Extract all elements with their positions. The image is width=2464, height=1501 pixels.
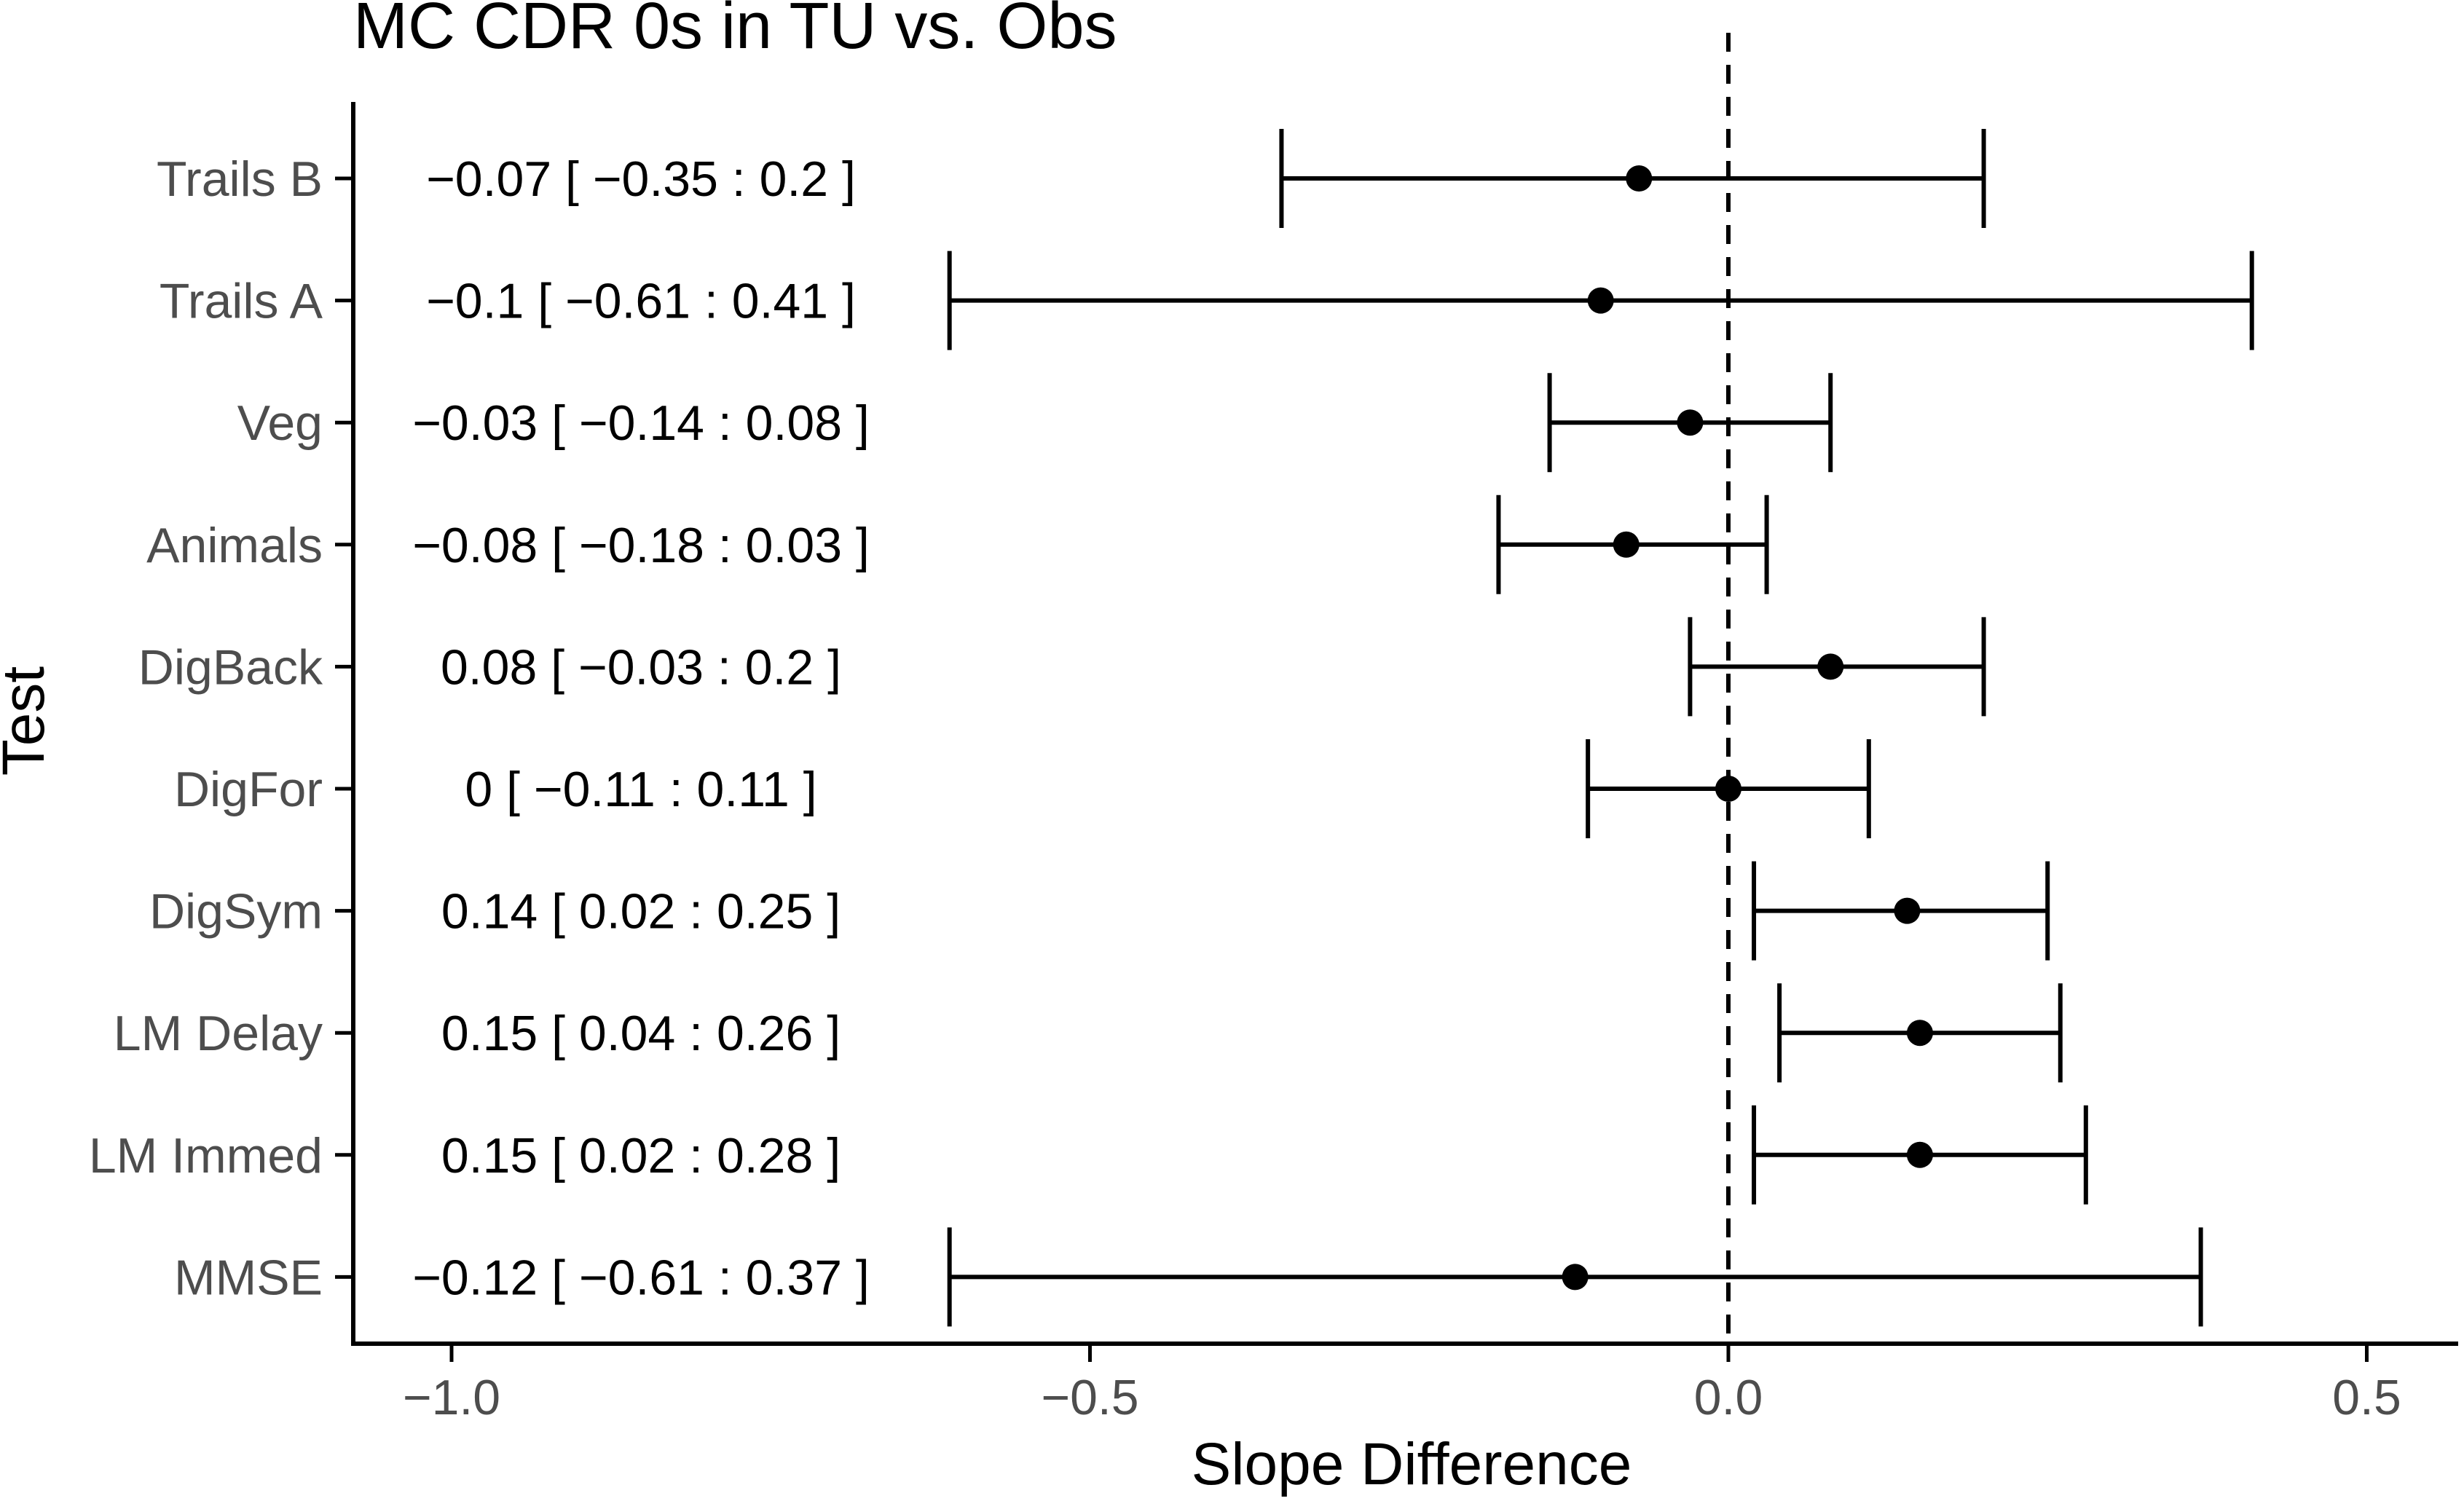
forest-row: LM Immed 0.15 [ 0.02 : 0.28 ] xyxy=(89,1105,2088,1205)
x-axis-title: Slope Difference xyxy=(1192,1431,1632,1497)
forest-row: Trails B −0.07 [ −0.35 : 0.2 ] xyxy=(157,129,1986,228)
forest-row: Veg −0.03 [ −0.14 : 0.08 ] xyxy=(237,373,1833,473)
forest-row: Trails A −0.1 [ −0.61 : 0.41 ] xyxy=(160,251,2254,350)
estimate-ci-label: 0 [ −0.11 : 0.11 ] xyxy=(465,762,816,817)
estimate-point xyxy=(1906,1020,1933,1047)
forest-row: LM Delay 0.15 [ 0.04 : 0.26 ] xyxy=(114,983,2063,1083)
estimate-ci-label: 0.08 [ −0.03 : 0.2 ] xyxy=(441,639,841,695)
x-tick-label: 0.5 xyxy=(2332,1370,2401,1425)
estimate-ci-label: 0.15 [ 0.04 : 0.26 ] xyxy=(441,1006,841,1061)
y-tick-label: Animals xyxy=(146,518,323,573)
forest-row: Animals −0.08 [ −0.18 : 0.03 ] xyxy=(146,495,1769,594)
y-tick-label: DigFor xyxy=(174,762,323,817)
estimate-point xyxy=(1894,897,1921,924)
x-tick-label: −0.5 xyxy=(1041,1370,1138,1425)
estimate-point xyxy=(1906,1141,1933,1168)
forest-row: DigBack 0.08 [ −0.03 : 0.2 ] xyxy=(138,617,1986,717)
forest-row: DigFor 0 [ −0.11 : 0.11 ] xyxy=(174,739,1871,838)
y-tick-label: LM Delay xyxy=(114,1006,323,1061)
estimate-ci-label: −0.1 [ −0.61 : 0.41 ] xyxy=(426,274,856,329)
estimate-point xyxy=(1626,165,1653,192)
estimate-point xyxy=(1613,531,1640,558)
estimate-point xyxy=(1562,1264,1589,1291)
y-tick-label: MMSE xyxy=(174,1250,323,1305)
estimate-ci-label: −0.03 [ −0.14 : 0.08 ] xyxy=(412,395,870,451)
estimate-ci-label: −0.12 [ −0.61 : 0.37 ] xyxy=(412,1250,870,1305)
estimate-point xyxy=(1677,409,1704,436)
x-tick-label: −1.0 xyxy=(403,1370,500,1425)
estimate-point xyxy=(1587,287,1614,314)
estimate-point xyxy=(1715,776,1741,802)
y-tick-label: LM Immed xyxy=(89,1128,323,1183)
chart-title: MC CDR 0s in TU vs. Obs xyxy=(353,0,1117,63)
y-tick-label: Trails B xyxy=(157,151,323,207)
y-tick-label: Veg xyxy=(237,395,323,451)
y-tick-label: DigSym xyxy=(149,884,323,939)
y-tick-label: Trails A xyxy=(160,274,323,329)
estimate-point xyxy=(1817,653,1844,680)
forest-row: MMSE −0.12 [ −0.61 : 0.37 ] xyxy=(174,1227,2203,1327)
estimate-ci-label: 0.15 [ 0.02 : 0.28 ] xyxy=(441,1128,841,1183)
x-tick-label: 0.0 xyxy=(1694,1370,1763,1425)
estimate-ci-label: −0.08 [ −0.18 : 0.03 ] xyxy=(412,518,870,573)
y-axis-title: Test xyxy=(0,666,57,776)
estimate-ci-label: 0.14 [ 0.02 : 0.25 ] xyxy=(441,884,841,939)
forest-row: DigSym 0.14 [ 0.02 : 0.25 ] xyxy=(149,861,2050,961)
estimate-ci-label: −0.07 [ −0.35 : 0.2 ] xyxy=(426,151,856,207)
y-tick-label: DigBack xyxy=(138,639,323,695)
